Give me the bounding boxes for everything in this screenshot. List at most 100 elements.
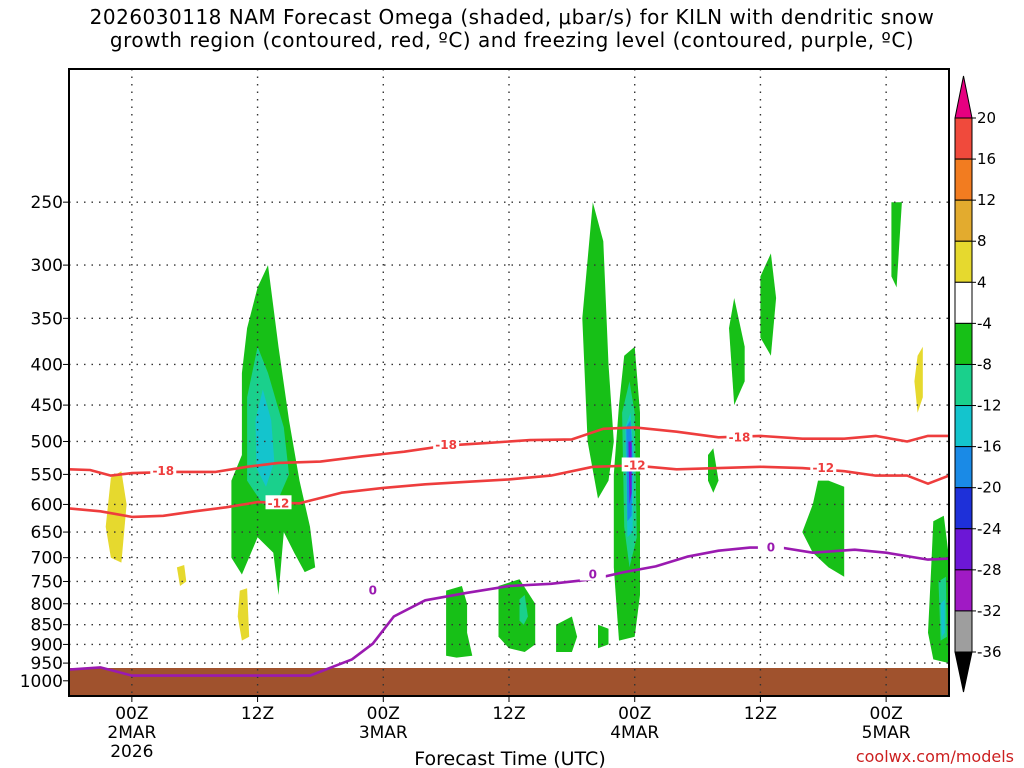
contour-label-3: -12 [268,496,290,510]
x-tick-sublabel-6-0: 5MAR [862,723,911,743]
y-axis-ticks: 2503003504004505005506006507007508008509… [20,193,69,692]
colorbar-label-1: 16 [977,150,996,168]
omega-shade-21 [940,599,945,637]
y-tick-label-900: 900 [31,635,63,655]
x-tick-label-6: 00Z [870,704,903,724]
colorbar-swatch-5 [954,322,973,365]
temperature-contours: -18 -18 -18 -12 -12 -12 0 0 0 [69,426,949,677]
colorbar-swatch-1 [954,158,973,201]
pressure-gridlines [69,69,949,696]
y-tick-label-400: 400 [31,355,63,375]
contour-label-bg-6 [359,582,386,597]
contour-label-8: 0 [767,541,775,555]
colorbar-swatch-6 [954,363,973,407]
colorbar-swatch-0 [954,117,973,160]
colorbar-label-7: -12 [977,397,1002,415]
y-tick-label-800: 800 [31,595,63,615]
omega-shade-17 [802,480,845,577]
omega-shade-12 [556,616,578,652]
colorbar-swatch-4 [954,281,973,324]
y-tick-label-600: 600 [31,495,63,515]
y-tick-label-1000: 1000 [20,672,63,692]
omega-shade-13 [598,624,609,649]
colorbar-swatch-7 [954,405,973,448]
colorbar-label-11: -28 [977,561,1002,579]
chart-title-line-2: growth region (contoured, red, ºC) and f… [109,28,915,52]
omega-shade-8 [628,441,632,505]
x-tick-sublabel-0-0: 2MAR [107,723,156,743]
x-tick-sublabel-4-0: 4MAR [610,723,659,743]
x-tick-label-5: 12Z [744,704,777,724]
contour-label-bg-5 [810,460,837,475]
contour-label-bg-8 [757,539,784,554]
colorbar-swatch-3 [954,240,973,283]
omega-shade-2 [255,389,275,487]
contour-label-bg-1 [433,436,460,451]
colorbar-label-6: -8 [977,355,992,373]
omega-shade-9 [498,579,536,652]
colorbar-label-2: 12 [977,191,996,209]
omega-shading [105,202,949,664]
x-tick-sublabel-2-0: 3MAR [359,723,408,743]
omega-shade-22 [105,471,127,563]
colorbar-label-8: -16 [977,438,1002,456]
omega-shade-3 [582,202,614,499]
y-tick-label-950: 950 [31,654,63,674]
omega-shade-24 [237,588,250,641]
x-tick-label-0: 00Z [115,704,148,724]
omega-shade-25 [914,346,923,413]
y-tick-label-300: 300 [31,256,63,276]
colorbar-swatch-8 [954,446,973,489]
colorbar-label-5: -4 [977,314,992,332]
x-tick-label-2: 00Z [367,704,400,724]
omega-shade-16 [708,448,719,493]
chart-title-line-1: 2026030118 NAM Forecast Omega (shaded, μ… [89,5,935,29]
y-tick-label-550: 550 [31,465,63,485]
x-tick-sublabel-0-1: 2026 [110,742,153,762]
contour-label-7: 0 [589,567,597,581]
x-tick-label-3: 12Z [492,704,525,724]
colorbar-swatch-12 [954,610,973,653]
omega-shade-14 [729,298,745,406]
y-tick-label-700: 700 [31,549,63,569]
colorbar-label-12: -32 [977,602,1002,620]
colorbar-swatch-2 [954,199,973,242]
contour-label-bg-7 [579,566,606,581]
omega-shade-15 [760,253,777,356]
contour-label-bg-0 [150,463,177,478]
y-tick-label-350: 350 [31,309,63,329]
y-tick-label-250: 250 [31,193,63,213]
y-tick-label-750: 750 [31,572,63,592]
contour-label-1: -18 [435,438,457,452]
omega-colorbar: 20 16 12 8 4 -4 -8 -12 -16 -20 -24 -28 -32 -36 [954,75,1002,693]
y-tick-label-450: 450 [31,396,63,416]
x-axis-label: Forecast Time (UTC) [414,748,605,768]
ground-terrain [69,668,949,696]
colorbar-bottom-arrow [954,651,973,693]
x-tick-label-4: 00Z [618,704,651,724]
omega-shade-10 [519,595,528,625]
contour-label-6: 0 [369,584,377,598]
colorbar-label-13: -36 [977,643,1002,661]
colorbar-label-4: 4 [977,273,987,291]
contour-label-bg-2 [726,429,753,444]
contour-label-4: -12 [624,458,646,472]
omega-shade-18 [891,202,902,288]
contour-label-5: -12 [812,461,834,475]
contour-label-0: -18 [152,464,174,478]
colorbar-label-0: 20 [977,109,996,127]
colorbar-swatch-10 [954,528,973,571]
colorbar-top-arrow [954,75,973,119]
contour-label-2: -18 [729,430,751,444]
colorbar-swatch-9 [954,487,973,530]
omega-shade-23 [176,565,187,586]
colorbar-swatch-11 [954,569,973,612]
colorbar-label-9: -20 [977,479,1002,497]
chart-title: 2026030118 NAM Forecast Omega (shaded, μ… [0,6,1024,52]
contour-label-bg-3 [265,495,292,510]
y-tick-label-850: 850 [31,616,63,636]
y-tick-label-650: 650 [31,523,63,543]
contour-label-bg-4 [621,457,648,472]
